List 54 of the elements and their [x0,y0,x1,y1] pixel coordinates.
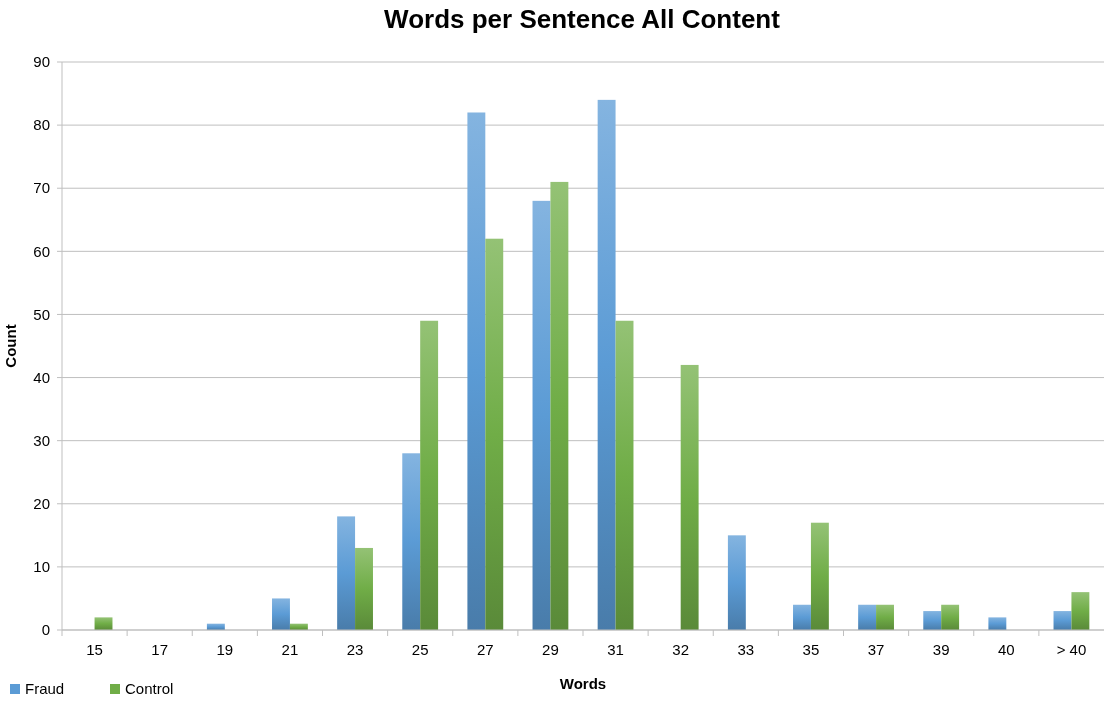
bar [94,617,113,630]
bar [858,604,877,630]
bar [337,516,356,630]
bar [923,611,942,630]
chart-title: Words per Sentence All Content [384,4,781,34]
x-tick-label: 27 [476,641,494,658]
bar [420,320,439,630]
x-tick-label: 37 [867,641,885,658]
y-tick-label: 90 [33,53,50,71]
y-tick-label: 0 [41,621,50,639]
bar [727,535,746,630]
bar [1071,592,1090,630]
y-tick-label: 50 [33,305,50,323]
bar [550,181,569,630]
legend-label: Fraud [25,680,65,697]
y-tick-label: 60 [33,242,50,260]
bar [941,604,960,630]
bar [272,598,290,630]
x-axis-title: Words [559,675,607,692]
y-tick-label: 80 [33,116,50,134]
bar [355,547,373,630]
bar [988,617,1007,630]
y-tick-label: 40 [33,368,50,386]
x-tick-label: 29 [542,641,559,658]
bar [597,99,616,630]
x-tick-label: 32 [672,641,690,658]
bar [680,364,699,630]
y-tick-label: 70 [33,179,50,197]
x-tick-label: 25 [411,641,429,658]
bar [876,604,894,630]
bar [402,453,421,630]
x-tick-label: 33 [737,641,755,658]
legend-label: Control [125,680,174,697]
bar [793,604,811,630]
bar [467,112,486,630]
bar [485,238,504,630]
x-tick-label: 19 [216,641,234,658]
y-tick-label: 20 [33,495,50,513]
bar [532,200,551,630]
x-tick-label: 35 [802,641,820,658]
x-tick-label: 23 [346,641,364,658]
bar [810,522,829,630]
x-tick-label: 40 [997,641,1015,658]
x-tick-label: 15 [86,641,103,658]
bar [1053,611,1072,630]
x-tick-label: 17 [151,641,169,658]
y-tick-label: 10 [33,558,50,576]
x-tick-label: 21 [281,641,299,658]
y-tick-label: 30 [33,431,50,449]
x-tick-label: 31 [607,641,624,658]
bar [615,320,634,630]
x-tick-label: > 40 [1056,641,1087,658]
x-tick-label: 39 [932,641,950,658]
y-axis-title: Count [2,324,19,368]
